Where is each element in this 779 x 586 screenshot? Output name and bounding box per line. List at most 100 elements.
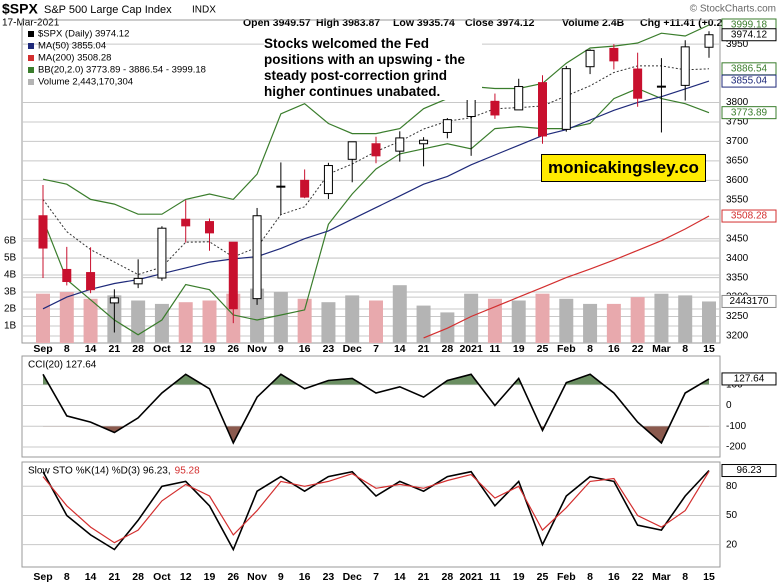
x-tick-label: 8 [64, 571, 70, 583]
x-tick-label: 11 [489, 571, 500, 583]
line [42, 87, 710, 336]
x-tick-label: 16 [608, 571, 620, 583]
y-tick-label: 3200 [726, 331, 749, 342]
candle-body [228, 241, 238, 310]
x-tick-label: 21 [418, 343, 430, 355]
x-tick-label: 8 [682, 343, 688, 355]
candle-body [323, 165, 333, 195]
candle-body [109, 297, 119, 304]
candle-body [609, 47, 619, 62]
price-tag: 3999.18 [731, 20, 768, 31]
panel-frame [21, 355, 721, 458]
x-tick-label: 8 [682, 571, 688, 583]
site-label: monicakingsley.co [541, 154, 706, 182]
y-tick-label: 3700 [726, 136, 749, 147]
x-tick-label: 12 [180, 343, 192, 355]
x-tick-label: 16 [299, 571, 311, 583]
legend-entry: BB(20,2.0) 3773.89 - 3886.54 - 3999.18 [38, 65, 206, 76]
price-tag-box [721, 28, 777, 42]
price-tag-box [721, 74, 777, 88]
volume-bar [654, 293, 669, 343]
candle-body [538, 82, 547, 137]
quote-item: Volume 2.4B [562, 17, 625, 29]
symbol-name: S&P 500 Large Cap Index [44, 4, 172, 16]
volume-bar [416, 305, 431, 343]
legend-swatch [28, 79, 34, 85]
quote-item: Low 3935.74 [393, 17, 455, 29]
y-tick-label: 3950 [726, 39, 749, 50]
candle-body [490, 100, 500, 116]
quote-item: High 3983.87 [316, 17, 380, 29]
candle-body [252, 215, 262, 300]
y-tick-label: 3800 [726, 97, 749, 108]
volume-bar [606, 303, 621, 343]
x-tick-label: 23 [323, 343, 335, 355]
x-tick-label: 19 [204, 343, 216, 355]
x-tick-label: 21 [109, 343, 121, 355]
price-tag-box [721, 464, 777, 478]
panel-frame [21, 461, 721, 568]
y-tick-label: 3450 [726, 233, 749, 244]
x-tick-label: 25 [537, 343, 549, 355]
volume-bar [202, 300, 217, 343]
y-tick-label: 20 [726, 539, 738, 550]
legend-swatch [28, 55, 34, 61]
y-tick-label: 3550 [726, 194, 749, 205]
volume-bar [321, 302, 336, 343]
y-tick-label: 1B [4, 321, 17, 332]
x-tick-label: 21 [418, 571, 430, 583]
symbol: $SPX [2, 1, 38, 17]
price-tag: 3855.04 [731, 76, 768, 87]
x-tick-label: 16 [299, 343, 311, 355]
y-tick-label: 3350 [726, 272, 749, 283]
volume-bar [297, 298, 312, 343]
price-tag: 3508.28 [731, 211, 768, 222]
legend-swatch [28, 31, 34, 37]
legend-swatch [28, 67, 34, 73]
volume-bar [535, 293, 550, 343]
price-tag: 96.23 [736, 465, 761, 476]
y-tick-label: -200 [726, 442, 746, 453]
volume-bar [178, 302, 193, 343]
volume-bar [559, 298, 574, 343]
copyright: © StockCharts.com [690, 4, 776, 15]
legend-entry: MA(200) 3508.28 [38, 53, 111, 64]
candle-body [419, 139, 429, 145]
x-tick-label: 12 [180, 571, 192, 583]
candle-body [442, 119, 452, 133]
x-tick-label: 22 [632, 571, 644, 583]
volume-bar [131, 300, 146, 343]
legend-entry: Slow STO %K(14) %D(3) 96.23, [28, 466, 171, 477]
x-tick-label: Dec [343, 571, 362, 583]
x-tick-label: 16 [608, 343, 620, 355]
legend-entry: CCI(20) 127.64 [28, 360, 97, 371]
candle-body [656, 85, 666, 88]
volume-bar [59, 292, 74, 343]
x-tick-label: 26 [227, 571, 239, 583]
line [42, 469, 710, 552]
volume-bar [345, 295, 360, 343]
y-tick-label: 3B [4, 287, 17, 298]
y-tick-label: 3400 [726, 253, 749, 264]
x-tick-label: 8 [587, 571, 593, 583]
x-tick-label: 21 [109, 571, 121, 583]
candle-body [300, 179, 310, 198]
y-tick-label: 4B [4, 270, 17, 281]
x-tick-label: 19 [513, 571, 525, 583]
candle-body [395, 137, 405, 152]
volume-bar [464, 293, 479, 343]
volume-bar [83, 298, 98, 343]
x-tick-label: 14 [85, 571, 97, 583]
x-tick-label: 15 [703, 571, 715, 583]
candle-body [205, 221, 214, 234]
candle-body [371, 143, 381, 157]
quote-item: Close 3974.12 [465, 17, 535, 29]
y-tick-label: 3600 [726, 175, 749, 186]
price-tag: 3886.54 [731, 63, 768, 74]
x-tick-label: Nov [247, 343, 267, 355]
x-tick-label: 2021 [459, 571, 483, 583]
x-tick-label: 9 [278, 571, 284, 583]
x-tick-label: 22 [632, 343, 644, 355]
candle-body [514, 86, 524, 111]
